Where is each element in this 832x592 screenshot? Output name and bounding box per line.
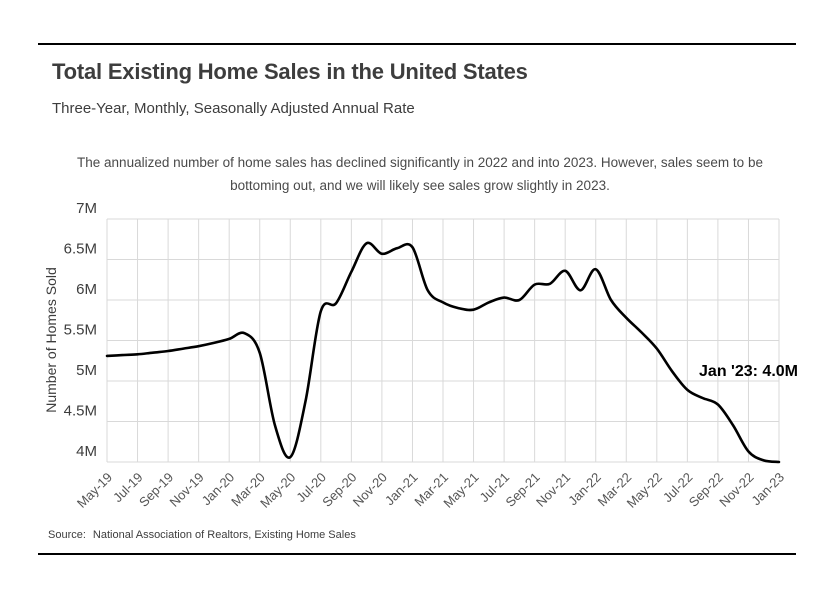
source-text: National Association of Realtors, Existi… [92,529,356,541]
x-tick-labels: May-19Jul-19Sep-19Nov-19Jan-20Mar-20May-… [74,470,787,511]
page-subtitle: Three-Year, Monthly, Seasonally Adjusted… [52,100,415,117]
chart-note: The annualized number of home sales has … [77,155,763,193]
y-tick-label: 7M [76,200,97,217]
x-tick-label: May-19 [74,470,115,511]
last-point-annotation: Jan '23: 4.0M [699,363,798,380]
y-tick-label: 4M [76,443,97,460]
sales-series-line [105,241,781,464]
source-label: Source: [48,529,86,541]
page-title: Total Existing Home Sales in the United … [52,59,528,84]
y-tick-label: 5.5M [64,322,97,339]
x-tick-label: Jan-23 [748,470,787,509]
x-gridlines [106,219,780,462]
bottom-rule [38,553,796,555]
y-tick-label: 6.5M [64,241,97,258]
x-tick-label: Nov-21 [533,470,573,510]
x-tick-label: Nov-19 [167,470,207,510]
source-line: Source: National Association of Realtors,… [48,529,356,541]
top-rule [38,43,796,45]
x-tick-label: Nov-22 [716,470,756,510]
y-axis-label: Number of Homes Sold [43,267,59,413]
y-tick-labels: 7M 6.5M 6M 5.5M 5M 4.5M 4M [64,200,97,460]
y-tick-label: 4.5M [64,403,97,420]
x-tick-label: Nov-20 [350,470,390,510]
y-tick-label: 5M [76,362,97,379]
y-tick-label: 6M [76,281,97,298]
